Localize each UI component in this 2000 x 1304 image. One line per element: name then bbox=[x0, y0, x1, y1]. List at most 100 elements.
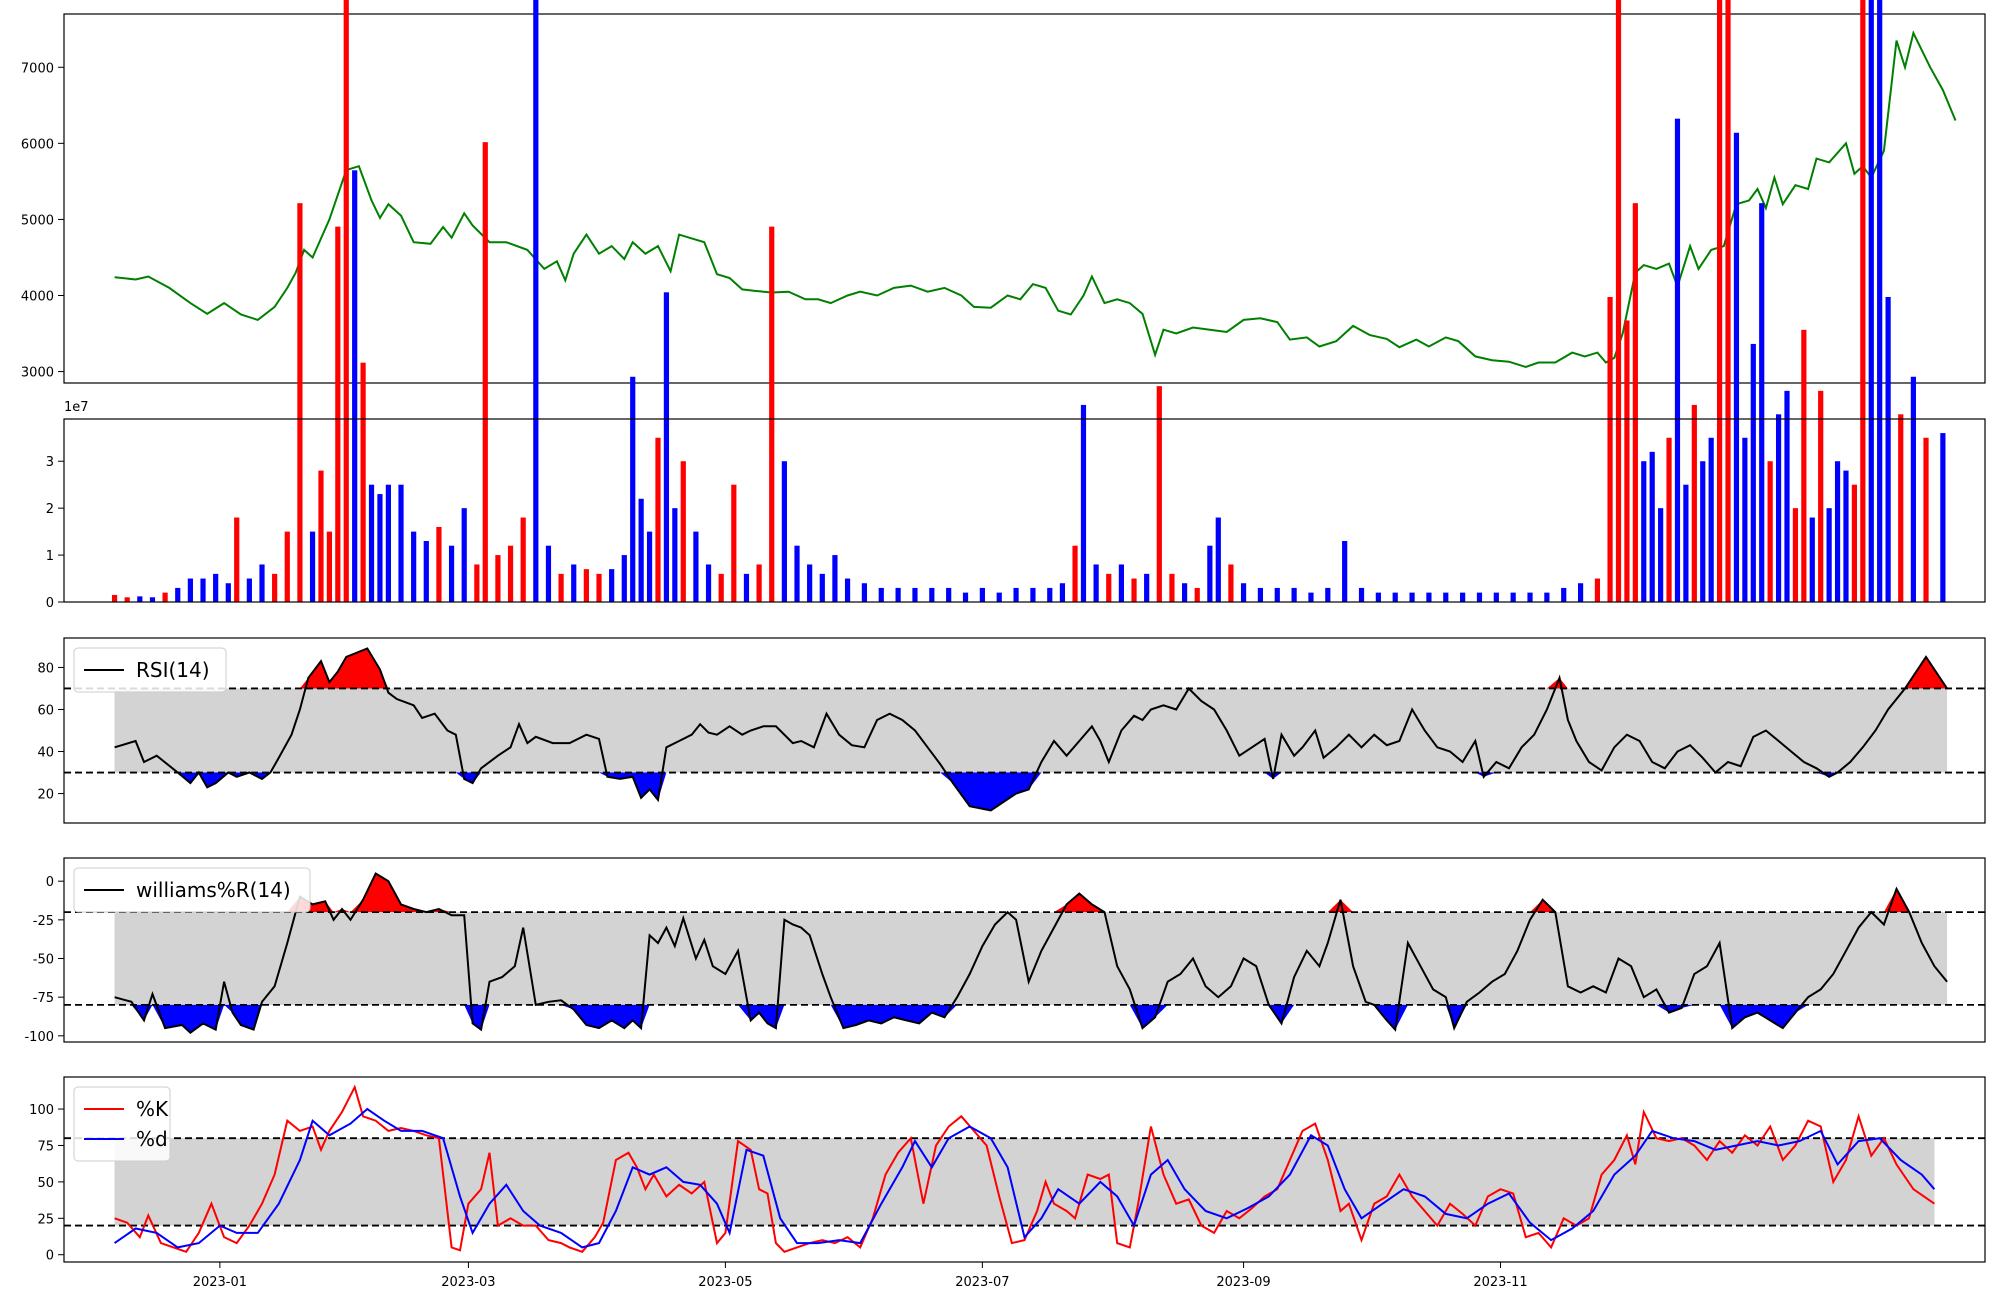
volume-bar bbox=[819, 573, 825, 602]
volume-bar bbox=[1700, 461, 1706, 602]
volume-bar bbox=[638, 498, 644, 602]
volume-bar bbox=[1047, 587, 1053, 602]
volume-bar bbox=[731, 484, 737, 602]
y-tick-label: 80 bbox=[37, 661, 54, 676]
volume-bar bbox=[583, 569, 589, 602]
stochastic-panel: 0 25 50 75 100 %K %d 2023-01 2023-03 2023-05 2023-… bbox=[29, 1076, 1986, 1290]
volume-bar bbox=[895, 587, 901, 602]
volume-bar bbox=[1851, 484, 1858, 602]
volume-bar bbox=[272, 573, 278, 602]
volume-bar bbox=[1910, 376, 1916, 602]
volume-bar bbox=[1460, 592, 1466, 602]
volume-bar bbox=[672, 508, 678, 602]
volume-bar bbox=[1607, 297, 1613, 602]
volume-bar bbox=[326, 531, 333, 602]
volume-bar bbox=[769, 226, 775, 602]
volume-bar bbox=[137, 596, 143, 602]
volume-bar bbox=[1493, 592, 1499, 602]
volume-bar bbox=[1834, 461, 1841, 602]
volume-bar bbox=[996, 592, 1002, 602]
volume-bar bbox=[1030, 587, 1036, 602]
volume-bar bbox=[571, 564, 577, 602]
volume-bar bbox=[962, 592, 969, 602]
y-tick-label: 0 bbox=[46, 596, 54, 611]
legend-label: williams%R(14) bbox=[136, 878, 291, 902]
volume-bar bbox=[149, 597, 156, 602]
volume-bar bbox=[1767, 461, 1773, 602]
volume-bar bbox=[284, 531, 290, 602]
volume-bar bbox=[929, 587, 935, 602]
volume-offset-label: 1e7 bbox=[64, 400, 89, 415]
volume-bar bbox=[558, 573, 564, 602]
x-tick-label: 2023-07 bbox=[955, 1275, 1009, 1290]
volume-bar bbox=[1059, 583, 1066, 602]
volume-bar bbox=[1181, 583, 1188, 602]
volume-bar bbox=[411, 531, 417, 602]
williams-axes-frame bbox=[63, 857, 1986, 1043]
y-tick-label: -25 bbox=[33, 914, 54, 929]
volume-bar bbox=[1750, 343, 1756, 602]
williams-oversold-fill bbox=[114, 1004, 1948, 1033]
volume-bar bbox=[1708, 437, 1714, 602]
y-tick-label: 7000 bbox=[21, 61, 54, 76]
williams-panel: 0 -25 -50 -75 -100 williams%R(14) bbox=[24, 857, 1986, 1045]
stochastic-series-line bbox=[114, 1107, 1936, 1249]
volume-bar bbox=[297, 203, 303, 602]
volume-bar bbox=[756, 564, 762, 602]
y-tick-label: 40 bbox=[37, 746, 54, 761]
rsi-band bbox=[114, 688, 1948, 773]
volume-bar bbox=[1940, 433, 1946, 602]
y-tick-label: 5000 bbox=[21, 213, 54, 228]
stochastic-band bbox=[114, 1138, 1935, 1226]
volume-bar bbox=[680, 461, 686, 602]
y-tick-label: 3000 bbox=[21, 366, 54, 381]
x-tick-label: 2023-03 bbox=[441, 1275, 495, 1290]
williams-band bbox=[114, 912, 1948, 1005]
volume-bar bbox=[213, 573, 219, 602]
volume-bar bbox=[246, 578, 252, 602]
volume-bar bbox=[1106, 573, 1112, 602]
volume-bar bbox=[495, 555, 501, 602]
volume-bar bbox=[187, 578, 193, 602]
volume-bar bbox=[1392, 592, 1398, 602]
volume-bar bbox=[1649, 451, 1655, 602]
y-tick-label: 3 bbox=[46, 455, 54, 470]
williams-series-line bbox=[114, 872, 1948, 1034]
volume-bar bbox=[1691, 404, 1697, 602]
volume-bar bbox=[1818, 390, 1824, 602]
volume-bar bbox=[1624, 320, 1630, 602]
y-tick-label: 50 bbox=[37, 1176, 54, 1191]
volume-bar bbox=[1325, 587, 1331, 602]
price-panel: 3000 4000 5000 6000 7000 bbox=[21, 13, 1986, 384]
volume-bar bbox=[1641, 461, 1647, 602]
volume-bar bbox=[621, 555, 627, 602]
volume-bar bbox=[861, 583, 868, 602]
volume-bar bbox=[1358, 587, 1365, 602]
volume-bar bbox=[448, 545, 455, 602]
volume-bar bbox=[912, 587, 918, 602]
volume-bar bbox=[200, 578, 206, 602]
volume-bar bbox=[1923, 437, 1929, 602]
volume-bar bbox=[743, 573, 750, 602]
volume-bar bbox=[225, 583, 231, 602]
volume-bar bbox=[520, 517, 526, 602]
volume-bar bbox=[423, 541, 429, 602]
volume-bar bbox=[309, 531, 316, 602]
volume-bar bbox=[807, 564, 813, 602]
volume-bar bbox=[175, 587, 181, 602]
volume-bar bbox=[1666, 437, 1672, 602]
volume-bar bbox=[1409, 592, 1415, 602]
volume-bar bbox=[533, 0, 539, 602]
volume-bar bbox=[1443, 592, 1449, 602]
volume-bar bbox=[1342, 541, 1348, 602]
y-tick-label: 75 bbox=[37, 1139, 54, 1154]
volume-bar bbox=[1898, 414, 1904, 602]
volume-bar bbox=[1716, 0, 1723, 602]
volume-bar bbox=[1207, 545, 1213, 602]
volume-bar bbox=[1156, 386, 1162, 602]
y-tick-label: 100 bbox=[29, 1103, 54, 1118]
volume-bar bbox=[385, 484, 391, 602]
volume-bar bbox=[1561, 587, 1567, 602]
